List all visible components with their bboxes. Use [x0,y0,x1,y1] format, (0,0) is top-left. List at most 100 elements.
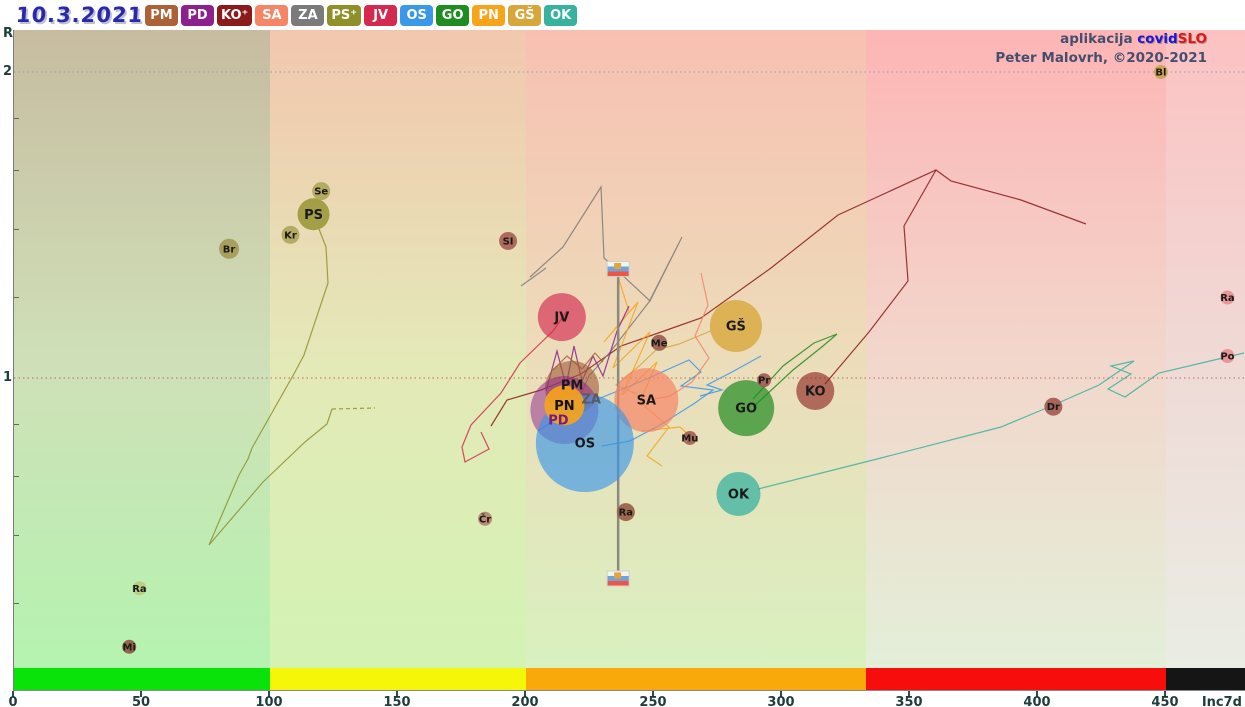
region-bubble-OK[interactable] [716,471,761,516]
risk-zone-450-481 [1166,30,1245,668]
x-tick-mark-400 [1036,691,1038,697]
brand-slo: SLO [1177,31,1207,47]
place-dot-Ra[interactable] [1220,290,1235,305]
place-dot-Se[interactable] [312,182,331,201]
legend-button-KO[interactable]: KO⁺ [217,5,253,26]
place-label-Kr: Kr [284,230,297,241]
legend-button-GO[interactable]: GO [436,5,470,26]
legend-button-OK[interactable]: OK [544,5,578,26]
place-label-Bl: Bl [1155,68,1166,79]
region-label-SA: SA [637,394,656,409]
region-label-PS: PS [304,208,323,223]
place-label-Ra: Ra [1220,293,1234,304]
place-label-Po: Po [1220,352,1234,363]
place-dot-Dr[interactable] [1044,397,1063,416]
legend-button-GŠ[interactable]: GŠ [508,5,542,26]
slovenia-flag-marker [606,261,630,278]
region-label-GŠ: GŠ [726,319,746,335]
place-label-Ra: Ra [619,508,633,519]
date-display: 10.3.2021 [15,3,145,27]
author-credit: Peter Malovrh, ©2020-2021 [995,50,1207,66]
x-tick-mark-0 [12,691,14,697]
y-tick-label-2: 2 [3,64,13,79]
region-label-KO: KO [805,384,826,399]
legend-button-JV[interactable]: JV [364,5,398,26]
place-label-Ra: Ra [132,584,146,595]
legend-button-PD[interactable]: PD [181,5,214,26]
x-tick-label-100: 100 [255,695,283,707]
place-label-Me: Me [651,338,668,349]
place-label-Mu: Mu [681,433,698,444]
region-label-OS: OS [575,437,595,452]
place-dot-Mi[interactable] [122,639,137,654]
x-tick-mark-350 [908,691,910,697]
colorbar-segment-450 [1166,668,1245,690]
trajectory-OS [699,355,762,397]
place-dot-Po[interactable] [1220,349,1235,364]
region-bubble-JV[interactable] [537,293,586,342]
x-tick-mark-200 [524,691,526,697]
place-label-Se: Se [314,187,328,198]
x-tick-mark-300 [780,691,782,697]
x-tick-mark-250 [652,691,654,697]
credits: aplikacija covidSLO Peter Malovrh, ©2020… [995,31,1207,66]
region-label-JV: JV [553,311,569,326]
trajectory-ZA [520,267,547,287]
place-dot-Čr[interactable] [478,511,493,526]
place-label-Pr: Pr [758,376,770,387]
x-tick-label-350: 350 [895,695,923,707]
colorbar-segment-200 [526,668,867,690]
place-dot-Ra[interactable] [132,581,147,596]
region-bubble-SA[interactable] [614,368,679,433]
legend-button-PN[interactable]: PN [472,5,506,26]
legend-button-PS[interactable]: PS⁺ [327,5,362,26]
region-legend: PM PD KO⁺ SA ZA PS⁺ JV OS GO PN GŠ OK [145,5,578,26]
place-dot-Mu[interactable] [682,430,697,445]
y-tick-label-1: 1 [3,370,13,385]
place-dot-Pr[interactable] [757,373,772,388]
risk-zone-333-450 [866,30,1166,668]
region-label-OK: OK [728,487,750,502]
x-tick-mark-450 [1164,691,1166,697]
legend-button-ZA[interactable]: ZA [291,5,325,26]
region-bubble-PS[interactable] [297,198,330,231]
region-bubble-KO[interactable] [796,371,835,410]
place-label-Čr: Čr [479,512,491,525]
chart-plot-area: ZA PM SA PD OS PN JV GŠ GO KO OK PS Se Kr Br SI Me Pr Mu Dr… [13,30,1245,668]
place-dot-Kr[interactable] [281,225,300,244]
region-bubble-GŠ[interactable] [709,300,762,353]
place-dot-Br[interactable] [219,238,240,259]
x-tick-label-0: 0 [8,695,18,707]
legend-button-OS[interactable]: OS [400,5,434,26]
place-label-Br: Br [223,244,236,255]
place-dot-SI[interactable] [499,231,518,250]
region-label-PM: PM [561,378,583,393]
trajectory-GO [752,333,838,407]
x-tick-label-400: 400 [1023,695,1051,707]
place-label-Dr: Dr [1047,402,1060,413]
x-tick-label-150: 150 [383,695,411,707]
legend-button-SA[interactable]: SA [255,5,289,26]
y-axis-label: R [3,26,14,41]
colorbar-segment-0 [14,668,270,690]
legend-button-PM[interactable]: PM [145,5,178,26]
trajectory-OK [757,352,1245,490]
place-label-Mi: Mi [123,642,136,653]
place-dot-Me[interactable] [651,334,668,351]
x-tick-mark-100 [268,691,270,697]
region-label-PN: PN [554,399,574,414]
x-axis: 0 50 100 150 200 250 300 350 400 450 Inc7d [0,690,1245,707]
region-label-ZA: ZA [581,393,601,408]
place-label-SI: SI [503,236,514,247]
colorbar-segment-333 [866,668,1166,690]
region-bubble-PN[interactable] [544,385,585,426]
place-dot-Ra[interactable] [616,503,635,522]
risk-zone-200-333 [526,30,867,668]
place-dot-Bl[interactable] [1153,65,1168,79]
x-tick-label-300: 300 [767,695,795,707]
colorbar-segment-100 [270,668,526,690]
region-bubble-GO[interactable] [718,380,775,437]
trajectory-ZA [529,185,683,399]
